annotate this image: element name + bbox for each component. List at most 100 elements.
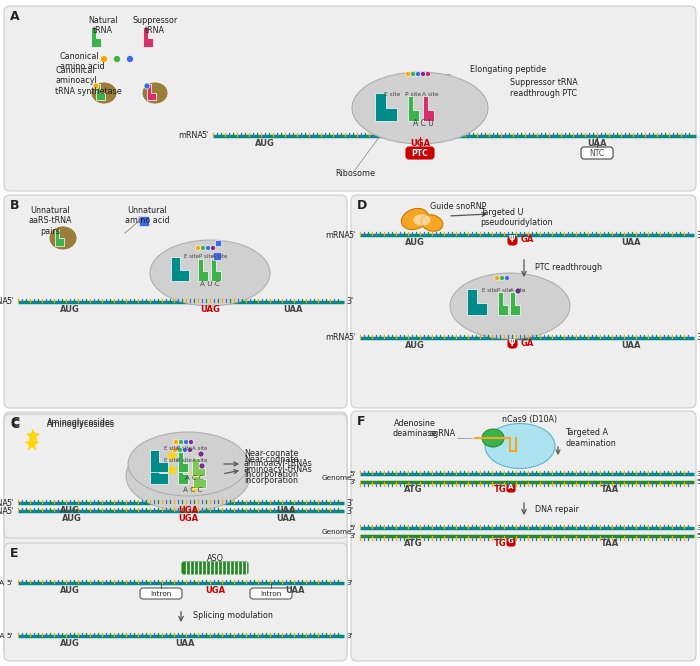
Text: P site: P site	[496, 288, 512, 292]
Text: Unnatural
aaRS-tRNA
pairs: Unnatural aaRS-tRNA pairs	[28, 206, 71, 236]
Polygon shape	[423, 96, 434, 121]
Text: Aminoglycosides: Aminoglycosides	[47, 418, 115, 427]
Text: mRNA: mRNA	[0, 507, 8, 515]
Polygon shape	[211, 259, 221, 281]
Circle shape	[195, 246, 200, 250]
Text: Genome: Genome	[321, 475, 352, 481]
Text: Near-cognate
aminoacyl-tRNAs
incorporation: Near-cognate aminoacyl-tRNAs incorporati…	[244, 455, 313, 485]
Text: UGA: UGA	[205, 586, 225, 595]
Text: UAA: UAA	[276, 514, 295, 523]
Text: AUG: AUG	[405, 238, 425, 247]
Text: AUG: AUG	[60, 506, 80, 515]
Circle shape	[199, 463, 205, 469]
FancyBboxPatch shape	[507, 537, 515, 546]
Text: ATG: ATG	[404, 539, 422, 548]
Circle shape	[500, 276, 505, 280]
Circle shape	[183, 448, 188, 452]
Text: TAA: TAA	[601, 539, 619, 548]
FancyBboxPatch shape	[507, 483, 515, 492]
Ellipse shape	[49, 226, 77, 250]
Circle shape	[93, 83, 99, 89]
FancyBboxPatch shape	[351, 195, 696, 408]
Text: Adenosine
deaminase: Adenosine deaminase	[393, 419, 438, 438]
Text: 3': 3'	[696, 525, 700, 531]
FancyBboxPatch shape	[250, 588, 292, 599]
Text: PTC readthrough: PTC readthrough	[535, 264, 602, 272]
FancyBboxPatch shape	[508, 236, 517, 245]
FancyBboxPatch shape	[4, 412, 347, 656]
FancyBboxPatch shape	[4, 6, 696, 191]
Text: A site: A site	[193, 458, 208, 462]
Text: 5': 5'	[7, 498, 14, 507]
Text: Targeted U
pseudouridylation: Targeted U pseudouridylation	[480, 208, 552, 227]
Circle shape	[127, 55, 134, 63]
Text: AUG: AUG	[60, 305, 80, 314]
Polygon shape	[178, 462, 188, 484]
Text: 3': 3'	[346, 507, 353, 515]
Text: UGA: UGA	[410, 139, 430, 148]
Ellipse shape	[126, 441, 250, 511]
Text: 3': 3'	[346, 633, 353, 639]
Ellipse shape	[450, 273, 570, 339]
Text: Ψ: Ψ	[509, 236, 515, 244]
FancyBboxPatch shape	[4, 195, 347, 408]
Text: 3': 3'	[696, 230, 700, 240]
Polygon shape	[25, 437, 38, 450]
Polygon shape	[510, 292, 520, 315]
Text: TG: TG	[494, 485, 507, 494]
Text: A C U: A C U	[412, 119, 433, 127]
Text: Suppressor tRNA
readthrough PTC: Suppressor tRNA readthrough PTC	[510, 79, 578, 98]
Text: 5': 5'	[6, 580, 13, 586]
Text: mRNA: mRNA	[178, 131, 203, 141]
Ellipse shape	[150, 240, 270, 306]
Text: UGA: UGA	[178, 514, 198, 523]
Text: AUG: AUG	[62, 514, 82, 523]
Text: 5': 5'	[7, 298, 14, 306]
Text: 3': 3'	[346, 298, 353, 306]
Text: ATG: ATG	[404, 485, 422, 494]
Text: D: D	[357, 199, 368, 212]
Text: A: A	[508, 484, 514, 490]
Polygon shape	[193, 468, 206, 488]
Ellipse shape	[413, 214, 431, 226]
Text: Aminoglycosides: Aminoglycosides	[47, 420, 115, 429]
Text: A C C: A C C	[183, 487, 203, 493]
Text: 5': 5'	[202, 131, 209, 141]
Ellipse shape	[482, 429, 504, 447]
Text: 3': 3'	[696, 334, 700, 342]
Text: P site: P site	[176, 446, 191, 452]
Text: UAA: UAA	[587, 139, 607, 148]
Circle shape	[101, 55, 108, 63]
Polygon shape	[167, 450, 177, 460]
Text: F: F	[357, 415, 365, 428]
Text: Ψ: Ψ	[509, 338, 515, 348]
Text: 3': 3'	[346, 580, 353, 586]
Polygon shape	[147, 84, 156, 100]
Text: NTC: NTC	[589, 149, 605, 157]
Circle shape	[188, 448, 193, 452]
Text: E site: E site	[164, 458, 178, 462]
Polygon shape	[27, 429, 40, 442]
Text: TAA: TAA	[601, 485, 619, 494]
Text: sgRNA: sgRNA	[430, 430, 456, 438]
Polygon shape	[192, 458, 205, 476]
Polygon shape	[167, 464, 178, 475]
Text: mRNA: mRNA	[0, 298, 8, 306]
Text: GA: GA	[521, 338, 534, 348]
Circle shape	[505, 276, 510, 280]
Ellipse shape	[142, 82, 168, 104]
Text: Natural
tRNA: Natural tRNA	[88, 16, 118, 35]
Circle shape	[178, 448, 183, 452]
Text: TG: TG	[494, 539, 507, 548]
Text: PTC: PTC	[412, 149, 428, 157]
FancyBboxPatch shape	[508, 339, 517, 348]
Circle shape	[416, 71, 421, 77]
Text: 5': 5'	[696, 533, 700, 539]
Ellipse shape	[91, 82, 117, 104]
Text: 5': 5'	[349, 471, 356, 477]
Text: UAA: UAA	[175, 639, 195, 648]
Text: 5': 5'	[7, 507, 14, 515]
Text: Ribosome: Ribosome	[335, 168, 375, 178]
Text: Genome: Genome	[321, 529, 352, 535]
Text: Near-cognate
aminoacyl-tRNAs
incorporation: Near-cognate aminoacyl-tRNAs incorporati…	[244, 449, 313, 479]
